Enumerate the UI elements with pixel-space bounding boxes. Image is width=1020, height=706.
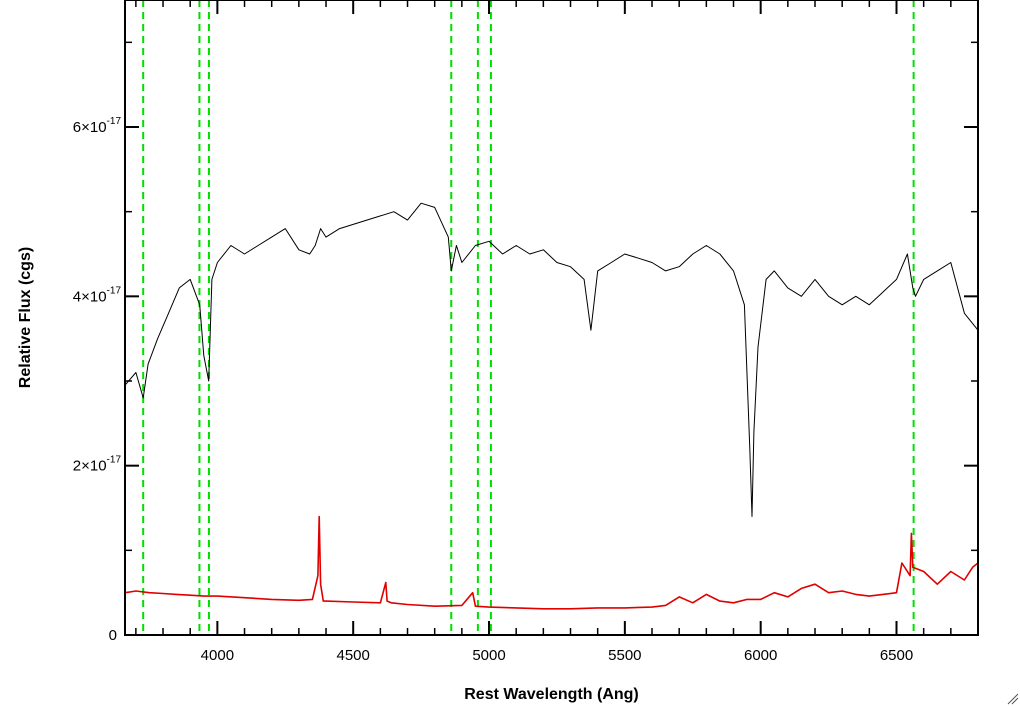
x-tick-label-5: 6500 (880, 647, 913, 664)
x-tick-label-4: 6000 (744, 647, 777, 664)
series-line-0 (125, 202, 978, 517)
x-tick-label-1: 4500 (337, 647, 370, 664)
x-tick-label-3: 5500 (608, 647, 641, 664)
series-line-1 (125, 515, 978, 610)
y-tick-label-3: 6×10-17 (73, 116, 122, 136)
x-tick-label-2: 5000 (472, 647, 505, 664)
y-tick-label-2: 4×10-17 (73, 285, 122, 305)
x-tick-label-0: 4000 (201, 647, 234, 664)
y-tick-label-0: 0 (109, 627, 117, 644)
axes: 4000 4500 5000 5500 6000 6500 0 2×10-17 4×10-17 6… (73, 0, 979, 664)
y-axis-title: Relative Flux (cgs) (17, 247, 34, 388)
y-tick-label-1: 2×10-17 (73, 455, 122, 475)
plot-content (125, 0, 978, 635)
plot-frame (124, 0, 979, 636)
x-axis-title: Rest Wavelength (Ang) (464, 686, 639, 703)
resize-grip-icon[interactable] (1007, 693, 1019, 705)
